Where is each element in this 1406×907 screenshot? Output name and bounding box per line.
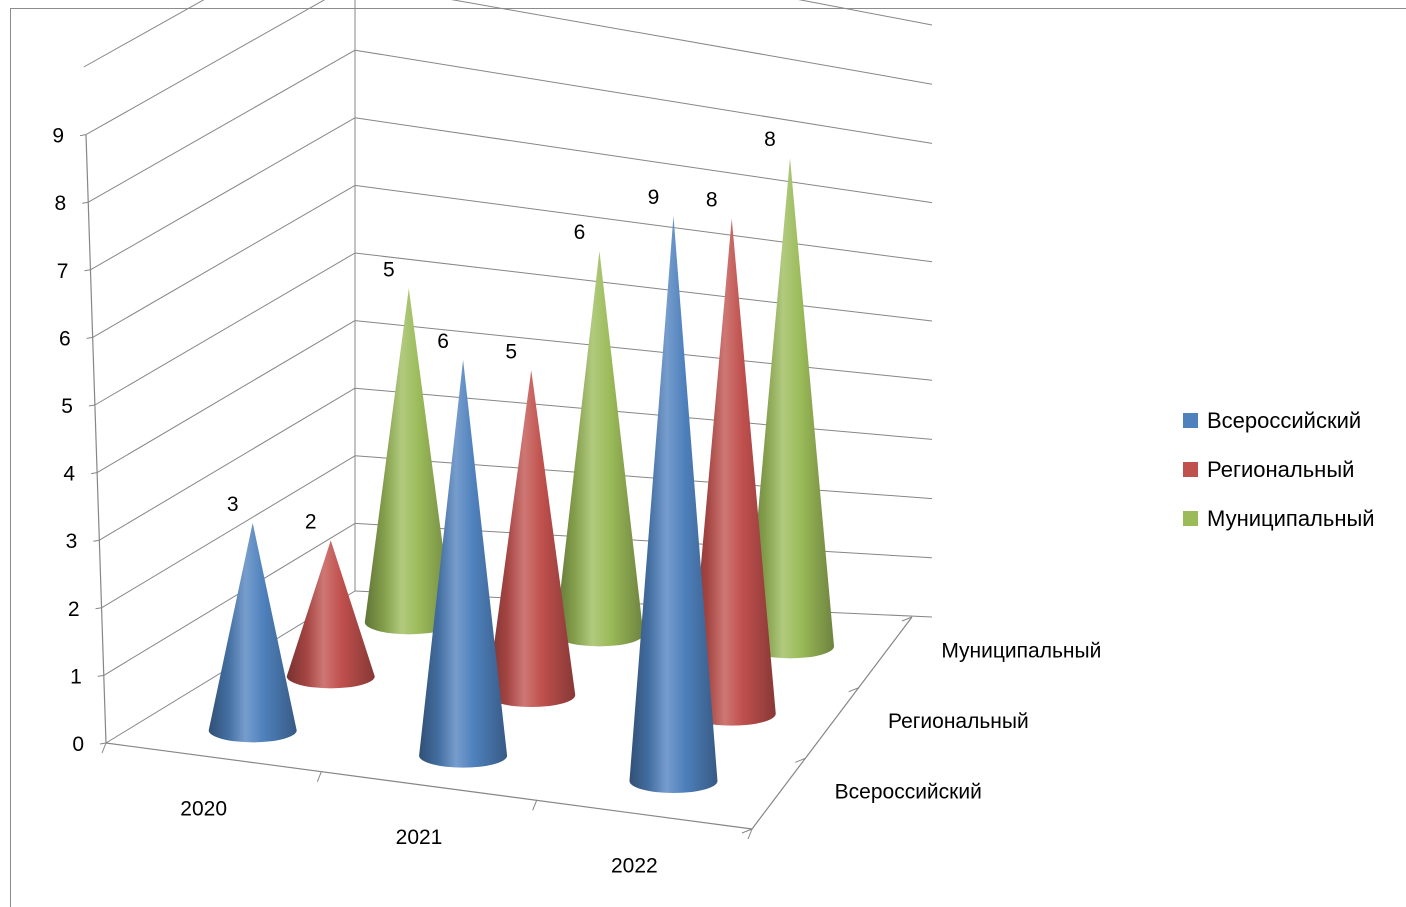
chart-area <box>10 8 1406 907</box>
chart-axes: 0 1 2 3 4 5 6 7 8 9 2020 2021 2022 Всероссийский Регио… <box>52 125 1101 878</box>
legend: Всероссийский Региональный Муниципальный <box>1183 396 1375 543</box>
value-tick-label: 2 <box>68 598 80 621</box>
data-label: 5 <box>383 258 395 281</box>
back-gridline <box>798 0 933 26</box>
legend-item-series-2: Муниципальный <box>1183 494 1375 543</box>
cone-Региональный-2022 <box>687 218 776 726</box>
value-tick-label: 3 <box>66 530 78 553</box>
value-tick <box>86 336 93 339</box>
data-label: 9 <box>648 186 660 209</box>
chart-labels: 5 6 8 2 5 8 3 6 9 <box>227 128 776 533</box>
series-axis-tick <box>741 828 753 834</box>
value-tick <box>95 607 102 610</box>
cone-Всероссийский-2022 <box>629 215 718 793</box>
legend-swatch <box>1183 511 1198 526</box>
legend-swatch <box>1183 413 1198 428</box>
back-gridline <box>450 0 933 85</box>
value-tick <box>84 269 91 272</box>
value-tick-label: 8 <box>55 192 67 215</box>
category-tick <box>316 771 322 782</box>
back-gridline <box>354 387 933 440</box>
side-gridline <box>94 252 356 406</box>
series-axis-tick <box>901 616 913 622</box>
data-label: 5 <box>505 340 517 363</box>
value-tick-label: 1 <box>70 665 82 688</box>
back-gridline <box>354 320 933 381</box>
side-gridline <box>101 455 356 609</box>
cone-body <box>208 522 297 743</box>
side-gridline <box>99 387 356 541</box>
side-gridline <box>90 117 356 271</box>
category-tick <box>101 742 107 754</box>
value-tick-label: 6 <box>59 327 71 350</box>
value-tick <box>99 742 107 745</box>
cone-body <box>286 540 375 689</box>
value-tick <box>79 134 87 137</box>
cone-body <box>364 288 453 635</box>
cone-body <box>487 370 576 707</box>
series-axis-label: Муниципальный <box>941 639 1101 662</box>
back-gridline <box>354 117 933 204</box>
value-tick <box>91 472 98 475</box>
series-axis-tick <box>848 687 859 693</box>
series-axis-line <box>751 616 913 830</box>
cone-Всероссийский-2020 <box>208 522 297 743</box>
data-label: 8 <box>764 128 776 151</box>
data-label: 8 <box>706 188 718 211</box>
back-gridline <box>354 455 933 500</box>
value-tick-label: 4 <box>63 463 75 486</box>
value-tick <box>97 674 104 677</box>
legend-swatch <box>1183 462 1198 477</box>
back-gridline <box>354 184 933 263</box>
cone-body <box>555 250 644 647</box>
cone-Региональный-2021 <box>487 370 576 707</box>
legend-item-series-0: Всероссийский <box>1183 396 1375 445</box>
value-tick <box>82 201 89 204</box>
value-tick-label: 5 <box>61 395 73 418</box>
series-axis-tick <box>795 757 806 763</box>
category-axis-line <box>105 742 753 830</box>
legend-item-series-1: Региональный <box>1183 445 1375 494</box>
cone-Муниципальный-2020 <box>364 288 453 635</box>
value-tick-label: 0 <box>72 733 84 756</box>
cone-Всероссийский-2021 <box>419 359 508 768</box>
value-axis-line <box>85 134 107 744</box>
back-gridline <box>354 49 933 144</box>
value-tick-label: 9 <box>52 125 64 148</box>
category-label: 2021 <box>396 826 443 849</box>
data-label: 2 <box>305 510 317 533</box>
data-label: 3 <box>227 493 239 516</box>
cone-layer <box>208 158 835 793</box>
series-axis-label: Региональный <box>888 710 1029 733</box>
series-axis-label: Всероссийский <box>835 781 982 804</box>
cone-body <box>746 158 835 659</box>
cone-body <box>687 218 776 726</box>
legend-label: Региональный <box>1207 456 1355 482</box>
side-gridline <box>87 49 356 203</box>
side-gridline <box>103 522 356 676</box>
value-tick-label: 7 <box>57 260 69 283</box>
category-label: 2022 <box>611 855 658 878</box>
legend-label: Всероссийский <box>1207 407 1362 433</box>
cone-body <box>419 359 508 768</box>
legend-label: Муниципальный <box>1207 505 1375 531</box>
data-label: 6 <box>437 330 449 353</box>
cone-body <box>629 215 718 793</box>
category-tick <box>532 800 538 811</box>
side-gridline <box>96 320 356 474</box>
side-gridline <box>85 0 326 136</box>
cone-Муниципальный-2022 <box>746 158 835 659</box>
side-gridline <box>92 184 356 338</box>
category-label: 2020 <box>180 797 227 820</box>
data-label: 6 <box>574 221 586 244</box>
category-tick <box>747 828 753 840</box>
back-gridline <box>354 252 933 322</box>
chart-cones <box>208 158 835 793</box>
value-tick <box>88 404 95 407</box>
cone-Муниципальный-2021 <box>555 250 644 647</box>
cone-Региональный-2020 <box>286 540 375 689</box>
side-gridline <box>83 0 205 68</box>
value-tick <box>93 539 100 542</box>
